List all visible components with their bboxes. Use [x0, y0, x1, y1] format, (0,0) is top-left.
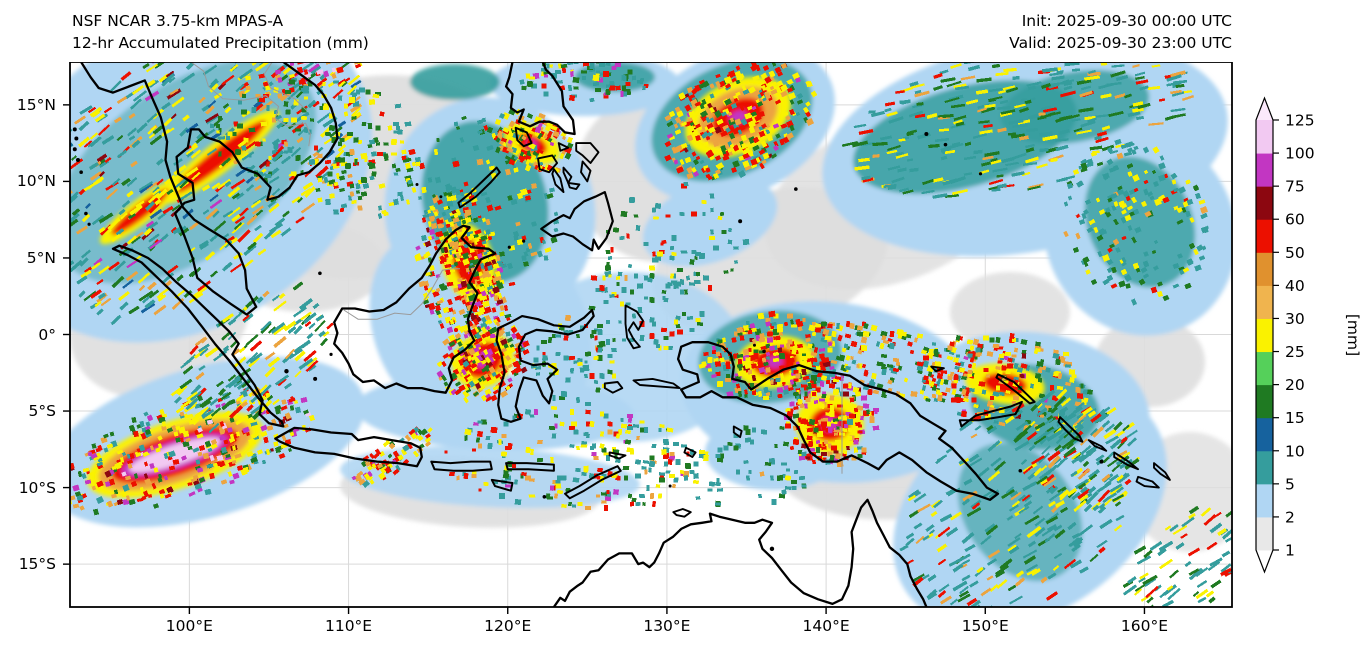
- colorbar-tick-label: 50: [1285, 244, 1305, 262]
- colorbar-segment: [1256, 186, 1273, 220]
- colorbar-tick-label: 10: [1285, 442, 1305, 460]
- colorbar-segment: [1256, 450, 1273, 485]
- colorbar-units-label: [mm]: [1344, 314, 1360, 356]
- y-tick-label: 15°S: [18, 555, 56, 574]
- colorbar-tick-label: 125: [1285, 112, 1315, 130]
- colorbar-over-arrow: [1256, 98, 1273, 120]
- x-tick-label: 150°E: [961, 617, 1009, 635]
- colorbar-tick-label: 1: [1285, 542, 1295, 560]
- colorbar-tick-label: 20: [1285, 376, 1305, 394]
- title-line-2: 12-hr Accumulated Precipitation (mm): [72, 34, 369, 52]
- coastlines: [79, 62, 1171, 607]
- x-tick-label: 100°E: [165, 617, 213, 635]
- x-tick-label: 140°E: [802, 617, 850, 635]
- colorbar-under-arrow: [1256, 550, 1273, 572]
- title-block: NSF NCAR 3.75-km MPAS-A 12-hr Accumulate…: [72, 10, 369, 54]
- y-tick-label: 0°: [38, 325, 56, 344]
- x-tick-label: 110°E: [324, 617, 373, 635]
- colorbar-tick-label: 2: [1285, 508, 1295, 526]
- precipitation-map: [63, 62, 1233, 614]
- x-tick-label: 120°E: [484, 617, 532, 635]
- colorbar-segment: [1256, 351, 1273, 386]
- y-tick-label: 15°N: [16, 95, 56, 114]
- colorbar-tick-label: 5: [1285, 475, 1295, 493]
- colorbar-tick-label: 40: [1285, 277, 1305, 295]
- colorbar-tick-label: 25: [1285, 343, 1305, 361]
- y-tick-label: 5°S: [28, 402, 56, 421]
- valid-time-label: Valid: 2025-09-30 23:00 UTC: [1009, 34, 1232, 52]
- admin-borders: [190, 62, 843, 474]
- colorbar-tick-label: 75: [1285, 178, 1305, 196]
- colorbar-segment: [1256, 318, 1273, 353]
- x-tick-label: 130°E: [643, 617, 691, 635]
- colorbar-segment: [1256, 417, 1273, 452]
- y-tick-label: 10°N: [16, 172, 56, 191]
- axis-ticks: [63, 104, 1146, 614]
- run-info-block: Init: 2025-09-30 00:00 UTC Valid: 2025-0…: [1009, 10, 1232, 54]
- title-line-1: NSF NCAR 3.75-km MPAS-A: [72, 12, 284, 30]
- y-tick-label: 10°S: [18, 478, 56, 497]
- colorbar-segment: [1256, 252, 1273, 286]
- colorbar-tick-label: 100: [1285, 145, 1315, 163]
- plot-frame: [69, 62, 1233, 608]
- x-tick-label: 160°E: [1120, 617, 1168, 635]
- colorbar-segment: [1256, 153, 1273, 187]
- colorbar-segment: [1256, 285, 1273, 319]
- colorbar-segment: [1256, 483, 1273, 518]
- colorbar-segment: [1256, 219, 1273, 253]
- precip-speckles: [70, 62, 1232, 607]
- colorbar-tick-label: 60: [1285, 211, 1305, 229]
- colorbar-segment: [1256, 384, 1273, 419]
- colorbar-segment: [1256, 120, 1273, 154]
- colorbar-tick-label: 30: [1285, 310, 1305, 328]
- init-time-label: Init: 2025-09-30 00:00 UTC: [1021, 12, 1232, 30]
- colorbar-tick-label: 15: [1285, 409, 1305, 427]
- small-islands: [72, 127, 1104, 552]
- y-tick-label: 5°N: [26, 248, 56, 267]
- colorbar-segment: [1256, 516, 1273, 551]
